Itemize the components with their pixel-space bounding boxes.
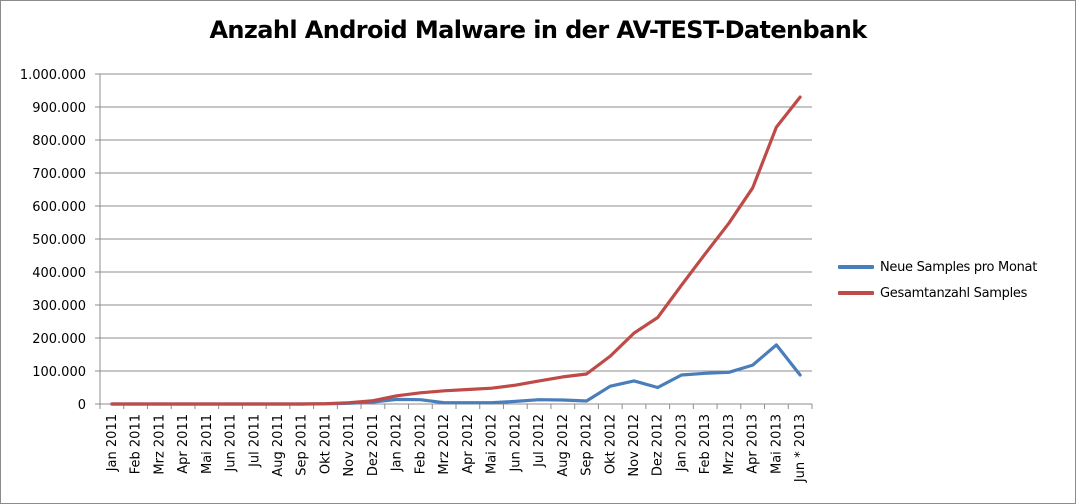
legend-label: Gesamtanzahl Samples (880, 285, 1028, 301)
x-tick-label: Feb 2012 (413, 414, 428, 474)
x-tick-label: Feb 2013 (698, 414, 713, 474)
legend-item-neue-samples: Neue Samples pro Monat (838, 254, 1037, 280)
x-tick-label: Dez 2011 (366, 414, 381, 476)
x-tick-label: Apr 2012 (461, 414, 476, 474)
x-tick-label: Jun 2012 (508, 414, 523, 473)
x-tick-label: Aug 2012 (556, 414, 571, 477)
legend-label: Neue Samples pro Monat (880, 259, 1038, 275)
x-tick-label: Sep 2011 (295, 414, 310, 476)
y-tick-label: 100.000 (32, 365, 86, 380)
x-tick-label: Jan 2013 (674, 414, 689, 472)
x-tick-label: Jan 2011 (105, 414, 120, 472)
x-tick-label: Okt 2011 (318, 414, 333, 474)
x-tick-label: Mrz 2011 (152, 414, 167, 475)
x-tick-label: Apr 2011 (176, 414, 191, 474)
y-tick-label: 600.000 (32, 200, 86, 215)
x-tick-label: Mai 2013 (769, 414, 784, 474)
x-tick-label: Mrz 2013 (722, 414, 737, 475)
x-tick-label: Sep 2012 (580, 414, 595, 476)
x-tick-label: Mai 2011 (200, 414, 215, 474)
gridlines (100, 73, 812, 372)
y-tick-label: 0 (78, 398, 86, 413)
x-tick-label: Jun 2011 (224, 414, 239, 473)
y-tick-label: 800.000 (32, 134, 86, 149)
x-tick-label: Okt 2012 (603, 414, 618, 474)
x-tick-label: Jan 2012 (390, 414, 405, 472)
legend-item-gesamtanzahl: Gesamtanzahl Samples (838, 280, 1037, 306)
data-lines (110, 95, 802, 406)
x-tick-label: Jul 2011 (247, 414, 262, 468)
legend-swatch-blue-line-icon (838, 265, 874, 269)
x-tick-label: Jun * 2013 (793, 414, 808, 483)
x-tick-label: Dez 2012 (651, 414, 666, 476)
x-tick-label: Jul 2012 (532, 414, 547, 468)
y-tick-label: 200.000 (32, 332, 86, 347)
x-axis: Jan 2011 Feb 2011 Mrz 2011 Apr 2011 Mai 2011… (95, 403, 813, 483)
x-tick-label: Apr 2013 (746, 414, 761, 474)
x-tick-label: Nov 2012 (627, 414, 642, 477)
y-tick-label: 700.000 (32, 167, 86, 182)
y-tick-label: 400.000 (32, 266, 86, 281)
y-tick-label: 900.000 (32, 101, 86, 116)
x-tick-label: Mai 2012 (485, 414, 500, 474)
x-tick-label: Feb 2011 (129, 414, 144, 474)
y-tick-label: 300.000 (32, 299, 86, 314)
chart-title: Anzahl Android Malware in der AV-TEST-Da… (209, 16, 867, 44)
x-tick-label: Mrz 2012 (437, 414, 452, 475)
x-tick-label: Nov 2011 (342, 414, 357, 477)
x-tick-label: Aug 2011 (271, 414, 286, 477)
series-line-0 (110, 343, 802, 406)
y-axis: 0 100.000 200.000 300.000 400.000 500.000 600.… (20, 68, 101, 413)
y-tick-label: 500.000 (32, 233, 86, 248)
legend: Neue Samples pro Monat Gesamtanzahl Samp… (838, 254, 1037, 306)
legend-swatch-red-line-icon (838, 291, 874, 295)
series-line-1 (110, 95, 802, 406)
y-tick-label: 1.000.000 (20, 68, 86, 83)
